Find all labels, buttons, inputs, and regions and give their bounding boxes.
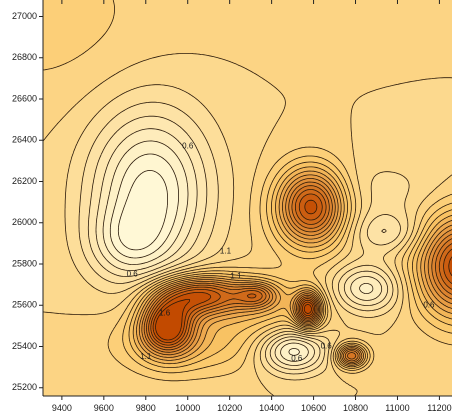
contour-line	[148, 189, 452, 348]
contour-label: 0.6	[127, 269, 139, 278]
y-tick-label: 25400	[12, 341, 37, 351]
contour-line	[152, 199, 452, 343]
contour-line	[141, 178, 452, 363]
y-tick-label: 26400	[12, 135, 37, 145]
y-tick-label: 25200	[12, 382, 37, 392]
contour-label: 0.6	[291, 354, 303, 363]
contour-line	[78, 101, 401, 375]
plot-area: 0.61.11.10.61.61.10.60.60.61.1	[43, 0, 452, 396]
contour-label: 0.6	[423, 300, 435, 309]
contour-labels: 0.61.11.10.61.61.10.60.60.61.1	[127, 142, 435, 363]
x-tick-label: 9800	[136, 403, 156, 413]
x-tick-label: 10400	[259, 403, 284, 413]
contour-line	[136, 170, 452, 366]
y-tick-label: 26000	[12, 217, 37, 227]
contour-line	[122, 155, 452, 374]
contour-line	[43, 53, 452, 396]
contour-line	[128, 161, 452, 369]
contour-line	[43, 0, 452, 382]
contour-line	[150, 193, 452, 346]
y-tick-label: 26800	[12, 52, 37, 62]
contour-line	[109, 153, 300, 356]
y-tick-label: 27000	[12, 11, 37, 21]
y-tick-label: 25600	[12, 300, 37, 310]
contour-label: 1.1	[140, 352, 152, 361]
x-tick-label: 10800	[343, 403, 368, 413]
contour-line	[95, 128, 383, 366]
contour-line	[138, 174, 452, 365]
y-tick-label: 25800	[12, 258, 37, 268]
filled-contours	[43, 0, 452, 396]
y-axis: 25200 25400 25600 25800 26000 26200 26400 26600…	[12, 11, 43, 392]
x-tick-label: 10200	[217, 403, 242, 413]
x-tick-label: 9600	[94, 403, 114, 413]
contour-line	[64, 84, 410, 381]
contour-line	[132, 166, 452, 368]
contour-label: 1.6	[159, 309, 171, 318]
contour-line	[117, 170, 168, 251]
contour-label: 1.1	[220, 247, 232, 256]
contour-line	[146, 185, 452, 360]
contour-line	[102, 140, 374, 362]
x-tick-label: 10600	[301, 403, 326, 413]
y-tick-label: 26600	[12, 93, 37, 103]
y-tick-label: 26200	[12, 176, 37, 186]
contour-label: 0.6	[321, 342, 333, 351]
x-axis: 9400 9600 9800 10000 10200 10400 10600 10800 110…	[52, 0, 452, 413]
contour-label: 0.6	[182, 142, 194, 151]
contour-line	[143, 181, 452, 362]
axes: 9400 9600 9800 10000 10200 10400 10600 10800 110…	[12, 0, 452, 413]
x-tick-label: 11000	[385, 403, 409, 413]
contour-line	[87, 115, 389, 370]
contour-lines	[43, 0, 452, 396]
contour-line	[155, 299, 312, 341]
contour-label: 1.1	[230, 271, 242, 280]
x-tick-label: 11200	[427, 403, 451, 413]
x-tick-label: 9400	[52, 403, 72, 413]
x-tick-label: 10000	[175, 403, 200, 413]
